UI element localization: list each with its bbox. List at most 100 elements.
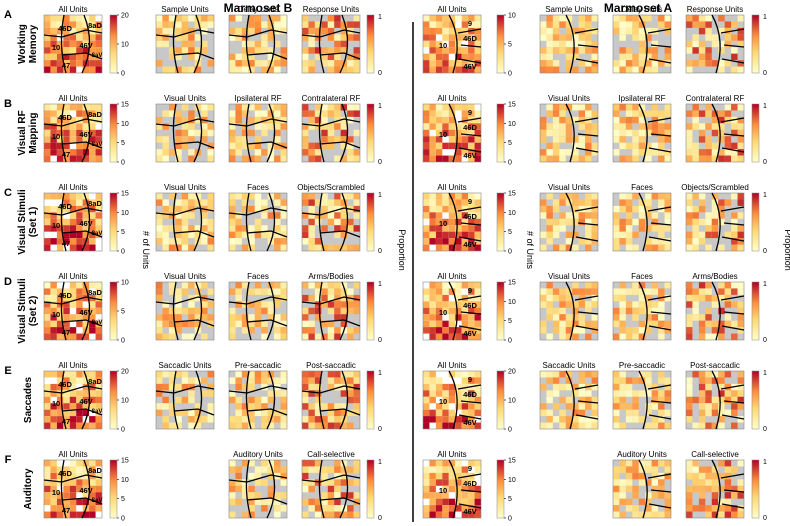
heatmap-cell (82, 27, 90, 35)
heatmap-cell (474, 505, 481, 512)
heatmap-cell (474, 199, 481, 206)
heatmap-cell (664, 498, 671, 506)
heatmap-cell (448, 129, 456, 137)
heatmap-cell (235, 231, 242, 239)
colorbar-gradient (496, 459, 505, 519)
heatmap-cell (267, 123, 275, 130)
heatmap-cell (63, 155, 70, 162)
heatmap-cell (711, 231, 719, 239)
area-border (60, 192, 67, 252)
heatmap-cell (207, 199, 214, 206)
heatmap-cell (442, 110, 449, 117)
heatmap-cell (711, 327, 719, 334)
heatmap-cell (201, 47, 208, 54)
heatmap-cell (664, 320, 671, 328)
heatmap-cell (435, 307, 443, 315)
heatmap-cell (705, 244, 712, 251)
subpanel-title: Contralateral RF (302, 94, 361, 103)
heatmap-cell (314, 218, 322, 226)
heatmap-cell (565, 314, 573, 321)
heatmap-cell (347, 104, 354, 111)
region-label: 8aV (92, 409, 103, 415)
subpanel-title: Visual Units (548, 183, 590, 192)
heatmap-cell (334, 479, 341, 486)
heatmap-cell (168, 320, 176, 328)
heatmap-cell (423, 314, 430, 321)
heatmap-cell (162, 212, 169, 219)
heatmap-cell (89, 231, 96, 239)
heatmap-cell (578, 142, 586, 150)
heatmap-cell (261, 110, 268, 117)
area-border (301, 29, 361, 38)
heatmap-cell (207, 104, 214, 111)
heatmap-cell (44, 466, 51, 473)
heatmap-cell (468, 136, 475, 143)
heatmap-cell (201, 377, 208, 384)
heatmap-cell (664, 53, 671, 61)
heatmap-cell (235, 371, 242, 378)
heatmap-cell (168, 333, 176, 340)
colorbar-gradient (496, 103, 505, 163)
heatmap-cell (591, 199, 598, 206)
heatmap-cell (442, 142, 449, 150)
heatmap-cell (565, 60, 573, 67)
heatmap-cell (248, 238, 255, 245)
heatmap-panel (301, 103, 361, 163)
heatmap-cell (63, 390, 70, 397)
heatmap-cell (353, 15, 360, 22)
heatmap-cell (468, 238, 475, 245)
heatmap-panel (685, 370, 745, 430)
heatmap-cell (302, 231, 309, 239)
region-label: 47 (62, 150, 70, 159)
region-label: 8aV (92, 498, 103, 504)
heatmap-cell (455, 129, 462, 137)
heatmap-cell (724, 320, 732, 328)
heatmap-cell (162, 15, 169, 22)
heatmap-cell (82, 390, 90, 397)
heatmap-cell (737, 288, 744, 295)
heatmap-cell (632, 396, 639, 404)
area-border (711, 281, 721, 341)
area-border (457, 295, 482, 301)
heatmap-cell (572, 301, 579, 308)
heatmap-cell (546, 15, 553, 22)
heatmap-cell (69, 460, 77, 467)
heatmap-cell (565, 193, 573, 200)
heatmap-cell (321, 498, 328, 506)
heatmap-cell (302, 333, 309, 340)
heatmap-cell (302, 416, 309, 423)
heatmap-cell (56, 212, 64, 219)
heatmap-cell (645, 314, 652, 321)
heatmap-cell (718, 307, 725, 315)
heatmap-cell (168, 47, 176, 54)
subpanel-title: Faces (247, 183, 269, 192)
heatmap-cell (229, 288, 236, 295)
heatmap-cell (248, 498, 255, 506)
area-border (723, 311, 745, 315)
region-label: 46D (463, 301, 477, 310)
heatmap-cell (737, 505, 744, 512)
area-border (301, 118, 361, 127)
heatmap-cell (718, 282, 725, 289)
heatmap-cell (461, 193, 469, 200)
heatmap-cell (546, 294, 553, 302)
heatmap-cell (435, 193, 443, 200)
heatmap-cell (619, 238, 626, 245)
heatmap-cell (724, 409, 732, 417)
area-border (172, 103, 179, 163)
heatmap-cell (585, 390, 592, 397)
heatmap-cell (664, 193, 671, 200)
heatmap-cell (274, 218, 281, 226)
colorbar-gradient (496, 192, 505, 252)
heatmap-cell (314, 123, 322, 130)
heatmap-cell (651, 116, 659, 124)
colorbar-tick-label: 5 (508, 140, 512, 147)
heatmap-cell (737, 66, 744, 73)
heatmap-cell (645, 66, 652, 73)
region-label: 46V (463, 62, 476, 71)
heatmap-cell (474, 205, 481, 213)
heatmap-cell (658, 21, 665, 28)
heatmap-cell (248, 288, 255, 295)
heatmap-cell (69, 199, 77, 206)
heatmap-cell (254, 225, 262, 232)
